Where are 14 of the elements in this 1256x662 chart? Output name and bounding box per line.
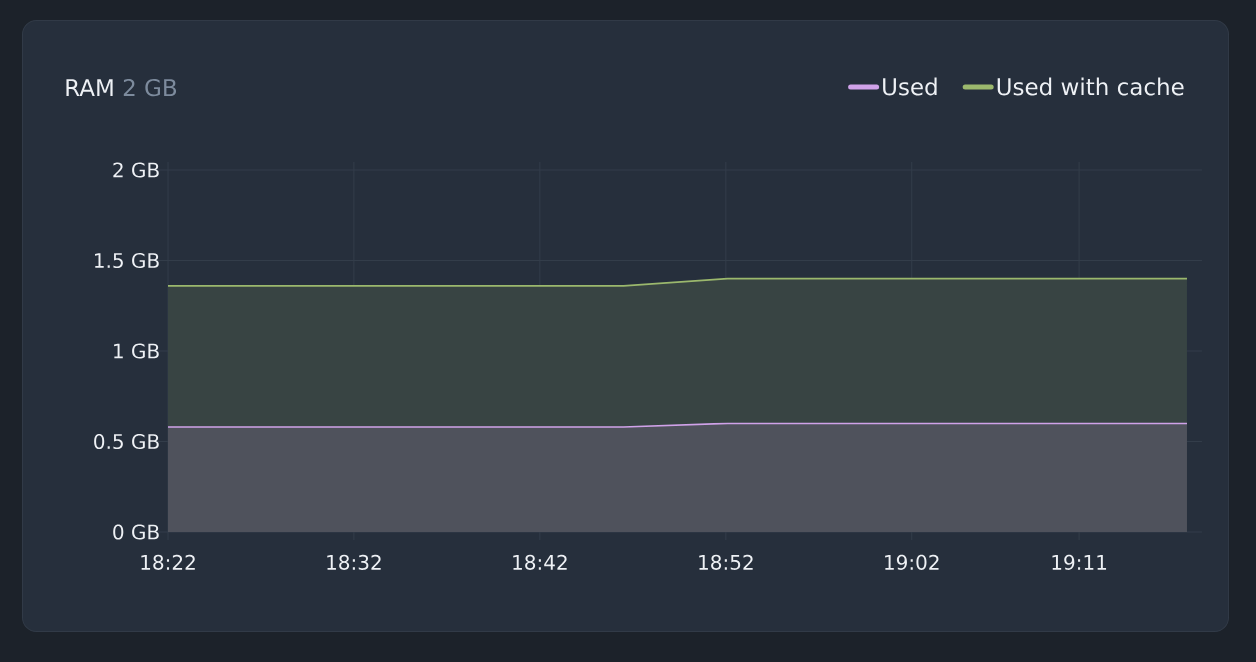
x-tick-label: 18:22 [141,554,195,570]
x-tick-label: 19:02 [885,554,939,570]
y-tick-label: 0 GB [113,524,159,540]
legend-label: Used [883,77,937,96]
chart-title: RAM [66,79,113,96]
x-tick-label: 19:11 [1052,554,1107,570]
y-tick-label: 2 GB [113,162,159,178]
legend-label: Used with cache [997,77,1184,96]
y-tick-label: 0.5 GB [94,433,159,450]
y-tick-label: 1 GB [114,343,159,359]
x-tick-label: 18:32 [327,554,381,570]
x-tick-label: 18:42 [513,554,567,570]
x-tick-label: 18:52 [699,554,753,570]
y-tick-label: 1.5 GB [95,252,159,269]
